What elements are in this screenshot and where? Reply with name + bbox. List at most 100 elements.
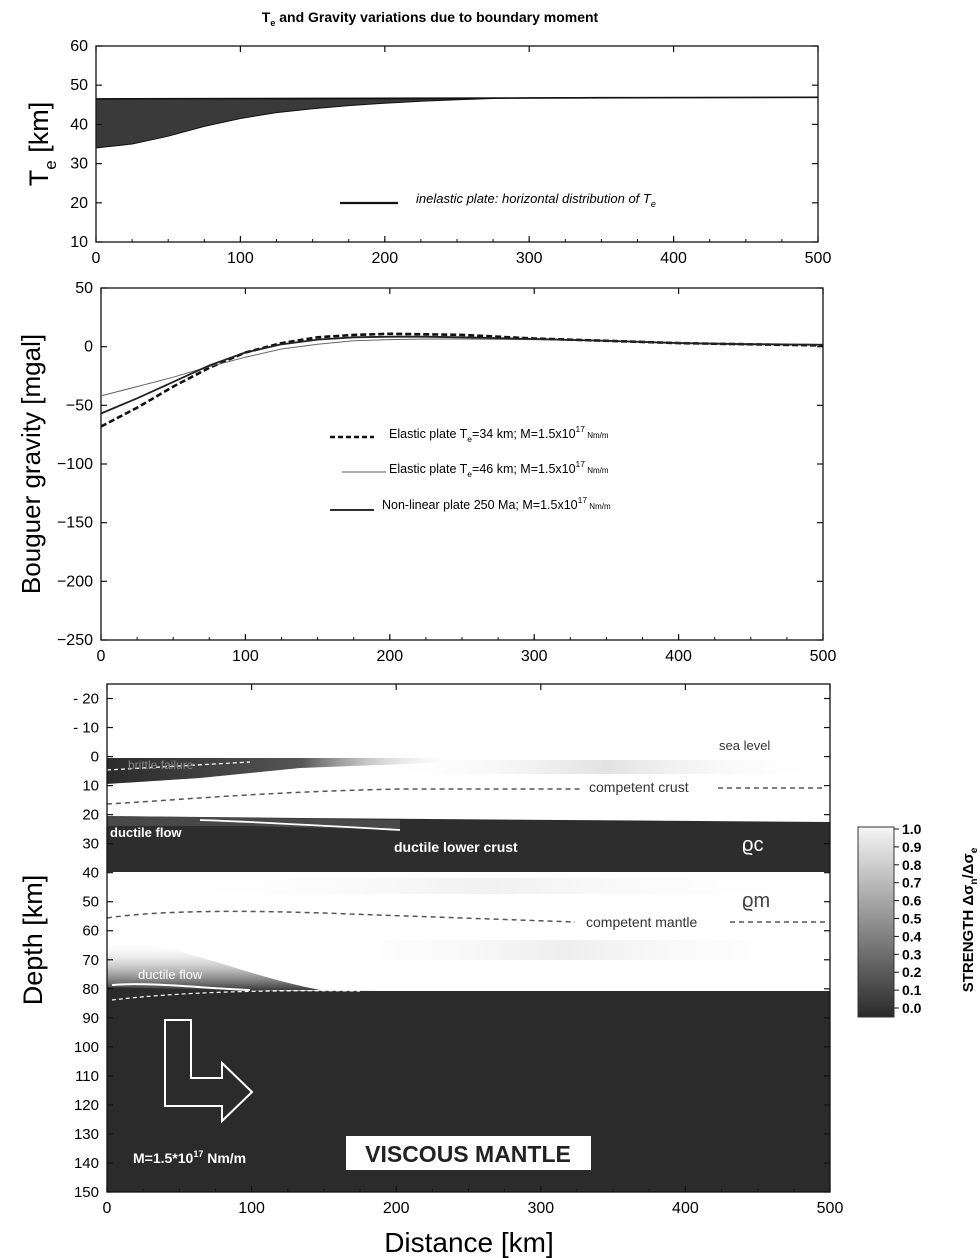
y-tick-label: −200	[57, 573, 93, 590]
viscous-mantle-zone	[107, 987, 830, 1192]
colorbar-tick-label: 0.5	[902, 911, 922, 927]
legend-label-elastic-46: Elastic plate Te=46 km; M=1.5x1017 Nm/m	[389, 459, 609, 479]
sea-level-label: sea level	[719, 738, 770, 753]
y-tick-label: - 10	[73, 720, 99, 737]
moment-label: M=1.5*1017 Nm/m	[133, 1149, 246, 1166]
depth-axis-label: Depth [km]	[18, 875, 48, 1006]
x-tick-label: 400	[660, 250, 687, 267]
legend-label-elastic-34: Elastic plate Te=34 km; M=1.5x1017 Nm/m	[389, 424, 609, 444]
distance-axis-label: Distance [km]	[384, 1227, 554, 1258]
x-tick-label: 0	[92, 250, 101, 267]
y-tick-label: 100	[74, 1039, 99, 1056]
competent-crust-dash-left	[106, 788, 580, 805]
y-tick-label: −50	[66, 397, 93, 414]
x-tick-label: 400	[665, 648, 692, 665]
x-tick-label: 200	[371, 250, 398, 267]
x-tick-label: 100	[238, 1200, 265, 1217]
x-tick-label: 100	[232, 648, 259, 665]
x-tick-label: 200	[376, 648, 403, 665]
y-tick-label: 40	[70, 116, 88, 133]
te-band-area	[95, 96, 818, 149]
y-tick-label: 0	[84, 339, 93, 356]
moment-arrow-icon	[164, 1019, 254, 1124]
rho-c-label: ϱc	[742, 834, 763, 856]
y-tick-label: 10	[82, 778, 99, 795]
strength-y-axis: - 20 - 10 0 10 20 30 40 50 60 70 80 90 100 110 120 130 1…	[73, 691, 830, 1201]
colorbar-tick-label: 0.8	[902, 857, 922, 873]
y-tick-label: 130	[74, 1126, 99, 1143]
x-tick-label: 500	[805, 250, 832, 267]
colorbar-label: STRENGTH Δσn/Δσe	[960, 847, 980, 992]
colorbar-tick-label: 0.4	[902, 928, 922, 944]
brittle-failure-label: brittle failure	[128, 758, 194, 772]
ductile-lower-crust-label: ductile lower crust	[394, 839, 518, 855]
colorbar-tick-label: 0.6	[902, 893, 922, 909]
gravity-panel: 0 100 200 300 400 500 500−50−100−150−200−250 …	[16, 280, 836, 665]
x-tick-label: 300	[527, 1200, 554, 1217]
ductile-flow-label-lower: ductile flow	[138, 967, 203, 982]
strength-light-band	[380, 760, 830, 774]
x-tick-label: 300	[516, 250, 543, 267]
y-tick-label: 80	[82, 981, 99, 998]
y-tick-label: 10	[70, 234, 88, 251]
gravity-line-series-0	[100, 332, 824, 428]
te-legend-label: inelastic plate: horizontal distribution…	[416, 191, 656, 209]
y-tick-label: 40	[82, 865, 99, 882]
colorbar-tick-label: 1.0	[902, 821, 922, 837]
ductile-flow-white-line	[111, 983, 251, 991]
y-tick-label: 120	[74, 1097, 99, 1114]
y-tick-label: 90	[82, 1010, 99, 1027]
y-tick-label: 70	[82, 952, 99, 969]
te-plot-frame	[95, 45, 819, 243]
competent-crust-label: competent crust	[589, 779, 689, 795]
x-tick-label: 400	[672, 1200, 699, 1217]
y-tick-label: 0	[91, 749, 99, 766]
y-tick-label: 50	[75, 280, 93, 297]
gravity-line-series-2	[100, 335, 824, 415]
x-tick-label: 0	[103, 1200, 112, 1217]
te-y-axis-label: Te [km]	[24, 102, 60, 186]
competent-mantle-label: competent mantle	[586, 914, 697, 930]
legend-label-nonlinear: Non-linear plate 250 Ma; M=1.5x1017 Nm/m	[382, 495, 611, 512]
mantle-white-dash	[111, 990, 361, 1001]
strength-light-band-2	[150, 878, 830, 894]
te-panel: 0 100 200 300 400 500 10 20 30 40 50 60 Te [km] in…	[24, 38, 831, 267]
y-tick-label: 20	[82, 807, 99, 824]
colorbar-tick-label: 0.3	[902, 946, 922, 962]
colorbar-ticks: 1.0 0.9 0.8 0.7 0.6 0.50.4 0.3 0.2 0.1 0.0	[894, 821, 922, 1016]
rho-m-label: ϱm	[742, 890, 770, 912]
gravity-line-series-1	[100, 338, 824, 397]
y-tick-label: - 20	[73, 691, 99, 708]
y-tick-label: 60	[82, 923, 99, 940]
brittle-zone	[107, 758, 460, 784]
colorbar-tick-label: 0.7	[902, 875, 922, 891]
gravity-series	[100, 332, 824, 428]
te-y-axis: 10 20 30 40 50 60	[70, 38, 818, 251]
gravity-y-axis: 50 0 −50 −100 −150 −200 −250	[57, 280, 823, 649]
brittle-white-dash	[106, 761, 251, 771]
x-tick-label: 300	[521, 648, 548, 665]
strength-colorbar: 1.0 0.9 0.8 0.7 0.6 0.50.4 0.3 0.2 0.1 0.0 STRENG…	[857, 821, 980, 1018]
y-tick-label: 150	[74, 1184, 99, 1201]
y-tick-label: −250	[57, 632, 93, 649]
colorbar-tick-label: 0.2	[902, 964, 922, 980]
lower-crust-white-line	[199, 819, 401, 831]
ductile-flow-label-upper: ductile flow	[110, 825, 182, 840]
x-tick-label: 500	[817, 1200, 844, 1217]
y-tick-label: 50	[70, 77, 88, 94]
y-tick-label: −150	[57, 515, 93, 532]
strength-x-axis: 0 100 200 300 400 500	[103, 684, 844, 1217]
x-tick-label: 0	[97, 648, 106, 665]
y-tick-label: 20	[70, 195, 88, 212]
y-tick-label: 110	[75, 1068, 99, 1085]
competent-mantle-dash-left	[106, 910, 576, 923]
te-x-axis: 0 100 200 300 400 500	[92, 46, 832, 267]
gravity-x-axis: 0 100 200 300 400 500	[97, 288, 836, 665]
strength-panel: 0 100 200 300 400 500 - 20 - 10 0 10 20 30 40 50 60 70…	[18, 683, 844, 1258]
x-tick-label: 100	[227, 250, 254, 267]
y-tick-label: 30	[82, 836, 99, 853]
colorbar-tick-label: 0.1	[902, 982, 922, 998]
y-tick-label: 140	[74, 1155, 99, 1172]
y-tick-label: −100	[57, 456, 93, 473]
